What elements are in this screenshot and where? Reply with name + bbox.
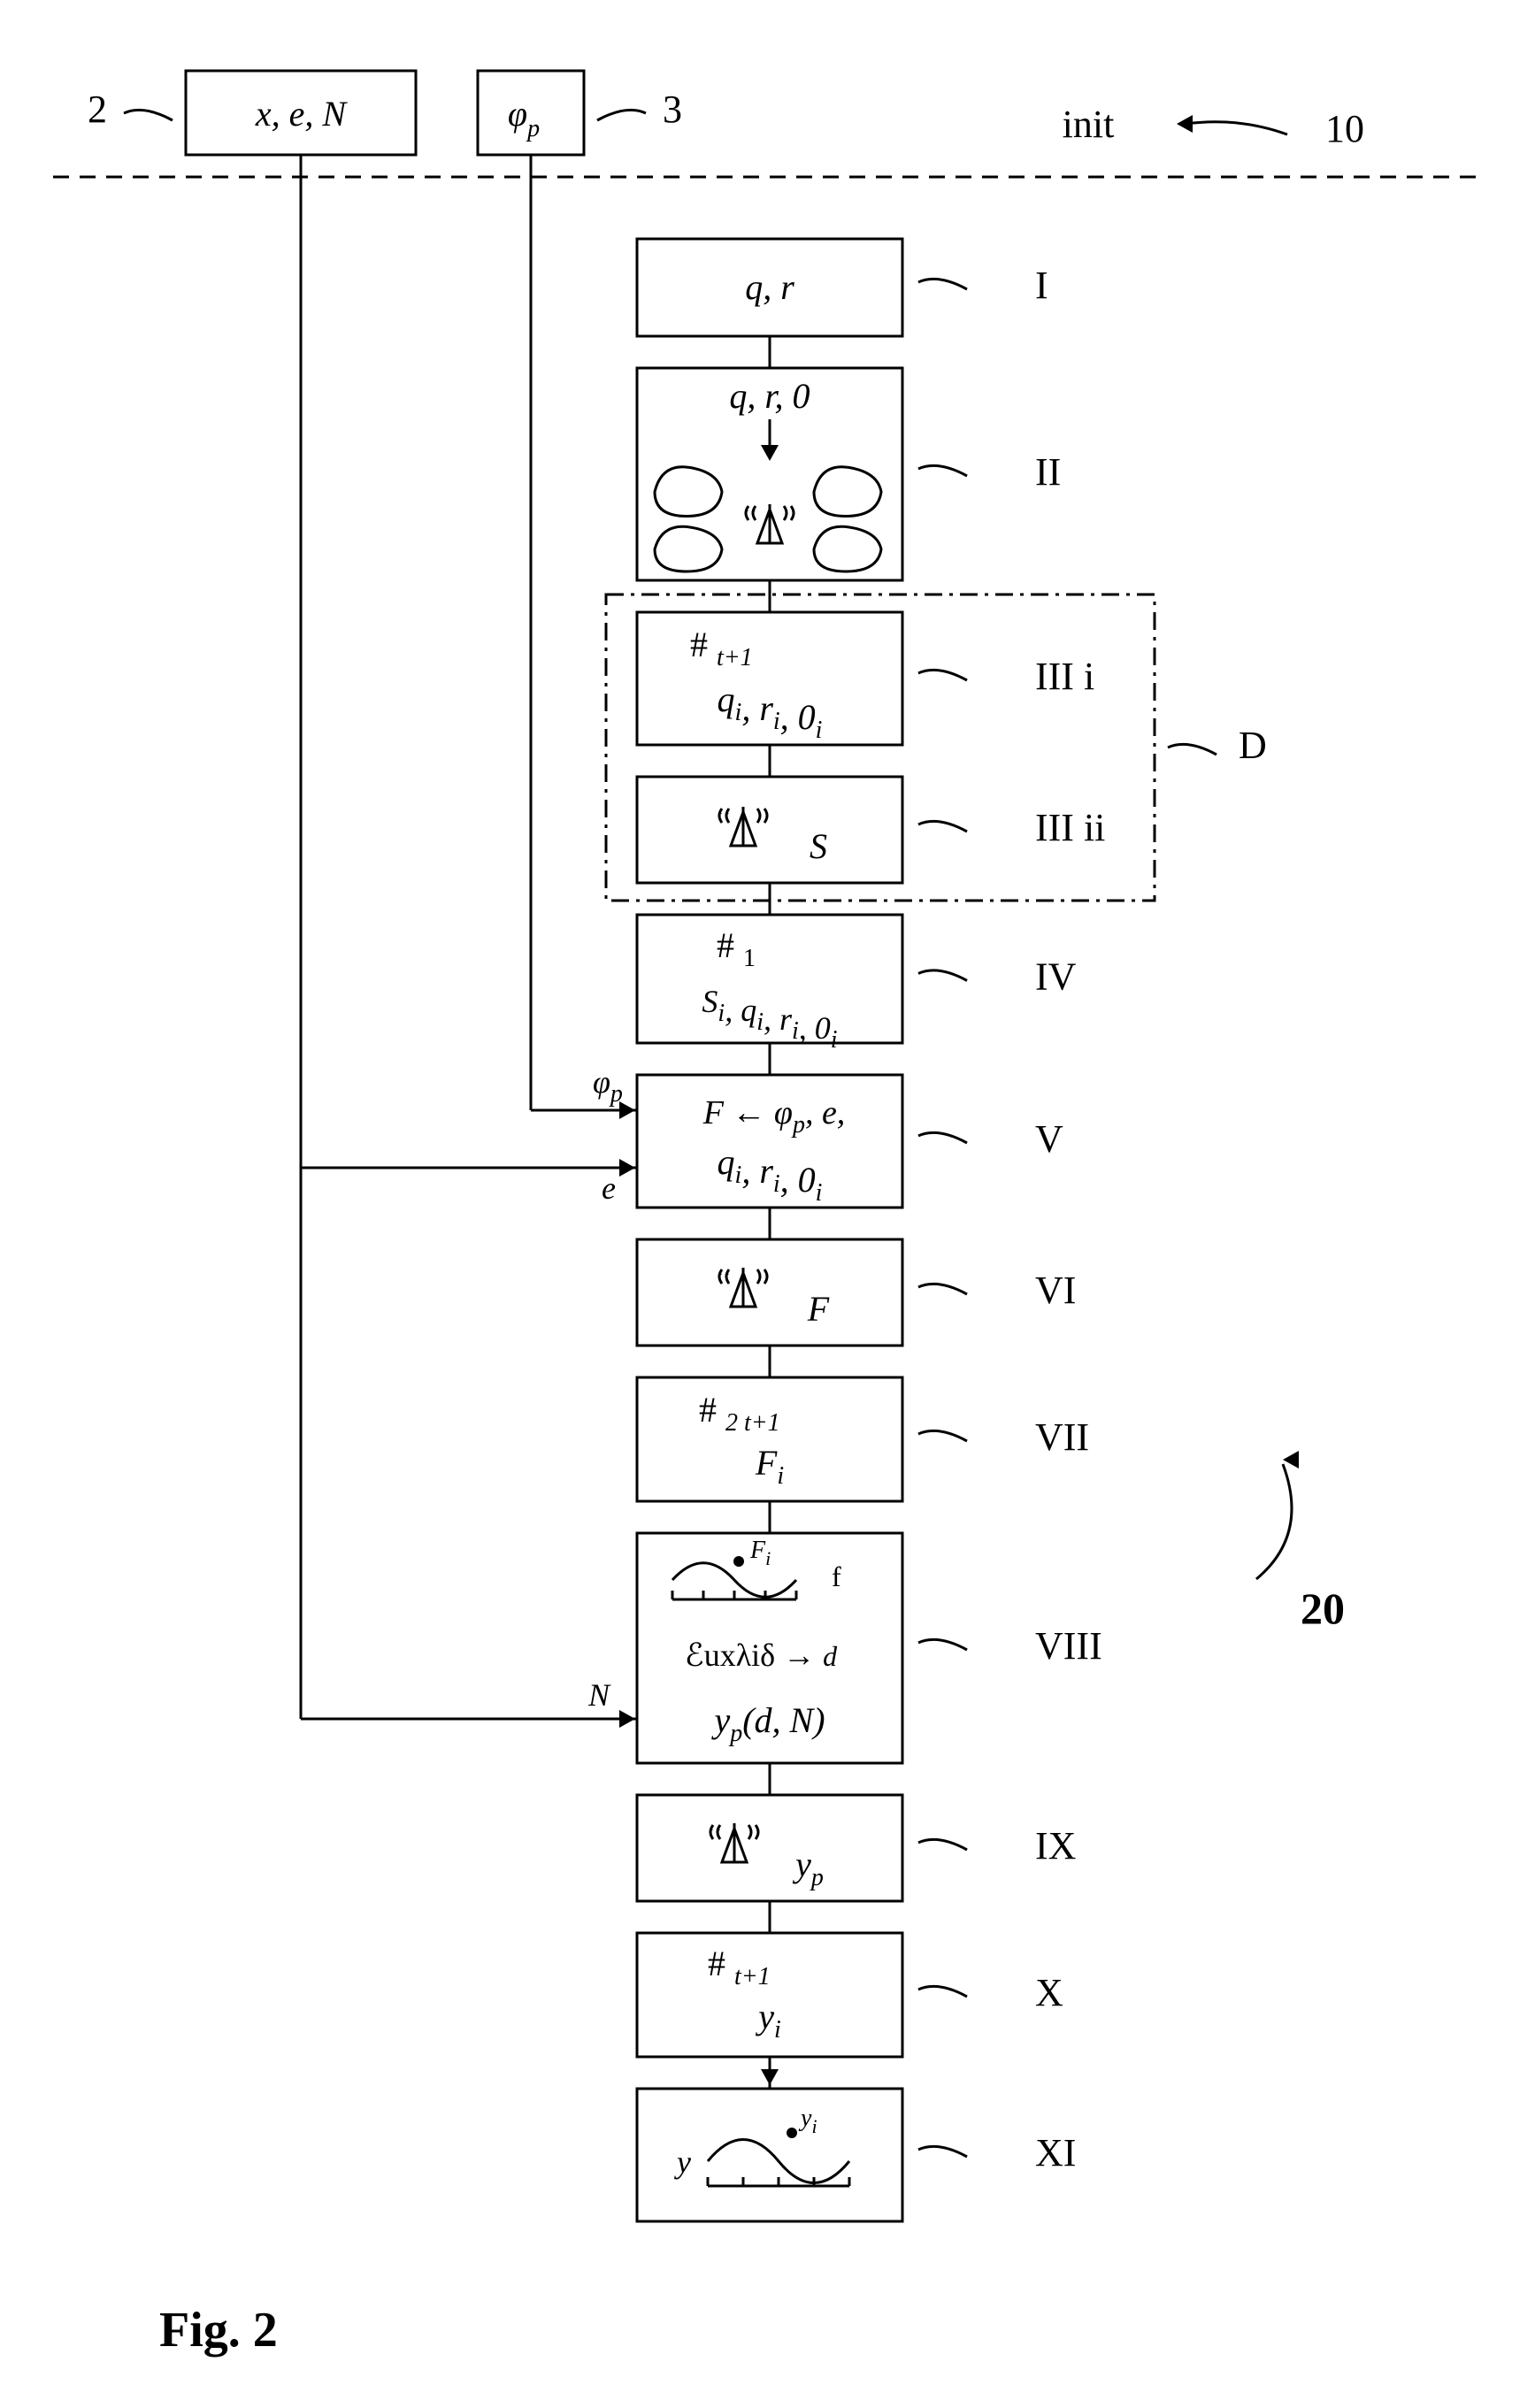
leader xyxy=(597,110,646,120)
step-III-ii xyxy=(637,777,902,883)
arrowhead xyxy=(619,1159,635,1177)
step-IX xyxy=(637,1795,902,1901)
svg-text:VIII: VIII xyxy=(1035,1624,1102,1668)
leader xyxy=(918,1986,967,1997)
svg-text:F: F xyxy=(807,1289,830,1329)
leader xyxy=(918,465,967,476)
arrowhead xyxy=(619,1710,635,1728)
svg-text:#: # xyxy=(699,1390,717,1430)
svg-text:init: init xyxy=(1063,103,1115,146)
svg-text:VII: VII xyxy=(1035,1415,1089,1459)
svg-text:#: # xyxy=(708,1944,725,1983)
leader xyxy=(918,1430,967,1441)
step-VI xyxy=(637,1239,902,1346)
svg-text:2: 2 xyxy=(88,88,107,131)
svg-text:III i: III i xyxy=(1035,655,1094,698)
leader xyxy=(918,279,967,289)
svg-text:t+1: t+1 xyxy=(717,644,753,671)
svg-text:q, r, 0: q, r, 0 xyxy=(729,376,810,416)
svg-text:VI: VI xyxy=(1035,1269,1076,1312)
svg-text:II: II xyxy=(1035,450,1061,494)
arrowhead xyxy=(1283,1451,1299,1469)
leader xyxy=(918,1284,967,1294)
leader xyxy=(918,1132,967,1143)
svg-text:IV: IV xyxy=(1035,955,1077,999)
svg-text:#: # xyxy=(690,625,708,664)
svg-text:20: 20 xyxy=(1301,1584,1345,1633)
leader xyxy=(918,970,967,981)
svg-text:X: X xyxy=(1035,1971,1063,2014)
step-X xyxy=(637,1933,902,2057)
svg-text:N: N xyxy=(587,1677,611,1713)
svg-text:t+1: t+1 xyxy=(734,1963,771,1990)
leader xyxy=(124,110,173,120)
leader xyxy=(918,2146,967,2157)
svg-text:Fig. 2: Fig. 2 xyxy=(159,2303,278,2358)
svg-text:f: f xyxy=(832,1561,841,1592)
svg-text:1: 1 xyxy=(743,945,756,972)
svg-text:3: 3 xyxy=(663,88,682,131)
svg-text:10: 10 xyxy=(1325,107,1364,150)
leader xyxy=(918,821,967,832)
leader xyxy=(918,1639,967,1650)
leader xyxy=(1168,744,1216,755)
svg-text:#: # xyxy=(717,925,734,965)
svg-text:V: V xyxy=(1035,1117,1063,1161)
svg-text:D: D xyxy=(1239,724,1267,767)
svg-text:x, e, N: x, e, N xyxy=(255,94,349,134)
svg-text:I: I xyxy=(1035,264,1048,307)
step-VII xyxy=(637,1377,902,1501)
svg-text:q, r: q, r xyxy=(745,267,794,307)
leader xyxy=(918,670,967,680)
svg-text:XI: XI xyxy=(1035,2131,1076,2174)
svg-text:2 t+1: 2 t+1 xyxy=(725,1409,780,1437)
svg-text:φp: φp xyxy=(593,1064,623,1108)
svg-text:III ii: III ii xyxy=(1035,806,1105,849)
svg-text:ℰuxλiδ → d: ℰuxλiδ → d xyxy=(685,1637,838,1673)
svg-text:e: e xyxy=(602,1170,616,1206)
svg-text:y: y xyxy=(674,2144,691,2180)
svg-text:S: S xyxy=(810,826,827,866)
leader xyxy=(918,1839,967,1850)
arrowhead xyxy=(1177,115,1193,133)
arrowhead xyxy=(761,2069,779,2085)
svg-text:IX: IX xyxy=(1035,1824,1076,1867)
